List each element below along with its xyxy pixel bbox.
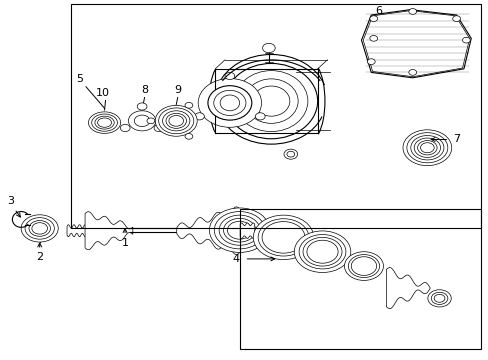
Circle shape — [168, 116, 183, 126]
Circle shape — [408, 69, 416, 75]
Ellipse shape — [128, 111, 156, 131]
Circle shape — [25, 218, 54, 239]
Text: 6: 6 — [374, 6, 381, 16]
Circle shape — [410, 135, 443, 160]
Text: 9: 9 — [174, 85, 181, 95]
Circle shape — [262, 43, 275, 53]
Circle shape — [29, 221, 50, 236]
Circle shape — [369, 36, 377, 41]
Circle shape — [32, 223, 47, 234]
Ellipse shape — [207, 86, 251, 120]
Ellipse shape — [223, 219, 255, 242]
Circle shape — [286, 151, 294, 157]
Circle shape — [262, 222, 305, 253]
Circle shape — [155, 105, 197, 136]
Circle shape — [120, 125, 130, 132]
Circle shape — [420, 143, 433, 153]
Circle shape — [299, 234, 345, 269]
Ellipse shape — [88, 112, 121, 134]
Polygon shape — [361, 10, 470, 78]
Circle shape — [224, 72, 234, 80]
Ellipse shape — [209, 208, 269, 252]
Circle shape — [194, 113, 204, 120]
Circle shape — [402, 130, 451, 166]
Circle shape — [413, 138, 440, 157]
Circle shape — [162, 111, 189, 131]
Ellipse shape — [98, 118, 111, 127]
Circle shape — [433, 294, 444, 302]
Circle shape — [369, 16, 377, 22]
Circle shape — [137, 103, 147, 110]
Circle shape — [147, 118, 155, 124]
Circle shape — [408, 9, 416, 14]
Circle shape — [294, 231, 350, 273]
Circle shape — [417, 140, 436, 155]
Text: 2: 2 — [36, 252, 43, 262]
Circle shape — [344, 252, 383, 280]
Circle shape — [350, 257, 376, 275]
Text: 1: 1 — [122, 238, 128, 248]
Circle shape — [284, 149, 297, 159]
Ellipse shape — [198, 78, 261, 127]
Ellipse shape — [219, 215, 260, 245]
Text: 5: 5 — [76, 74, 83, 84]
Circle shape — [21, 215, 58, 242]
Circle shape — [255, 113, 264, 120]
Circle shape — [165, 113, 186, 129]
Text: 8: 8 — [141, 85, 148, 95]
Circle shape — [427, 290, 450, 307]
Circle shape — [347, 255, 379, 278]
Circle shape — [452, 16, 460, 22]
Circle shape — [406, 133, 447, 163]
Ellipse shape — [91, 114, 117, 131]
Bar — [239, 209, 480, 348]
Bar — [71, 4, 480, 228]
Circle shape — [462, 37, 469, 43]
Circle shape — [158, 108, 193, 134]
Text: 7: 7 — [452, 135, 459, 144]
Text: 3: 3 — [7, 196, 14, 206]
Circle shape — [253, 215, 313, 260]
Circle shape — [430, 292, 447, 305]
Circle shape — [303, 237, 341, 266]
Circle shape — [184, 134, 192, 139]
Circle shape — [306, 240, 337, 263]
Text: 4: 4 — [232, 254, 239, 264]
Circle shape — [184, 103, 192, 108]
Circle shape — [366, 59, 374, 64]
Circle shape — [258, 219, 308, 256]
Ellipse shape — [95, 116, 114, 129]
Ellipse shape — [227, 221, 251, 239]
Text: 10: 10 — [96, 87, 110, 98]
Ellipse shape — [214, 212, 264, 249]
Circle shape — [154, 125, 163, 132]
